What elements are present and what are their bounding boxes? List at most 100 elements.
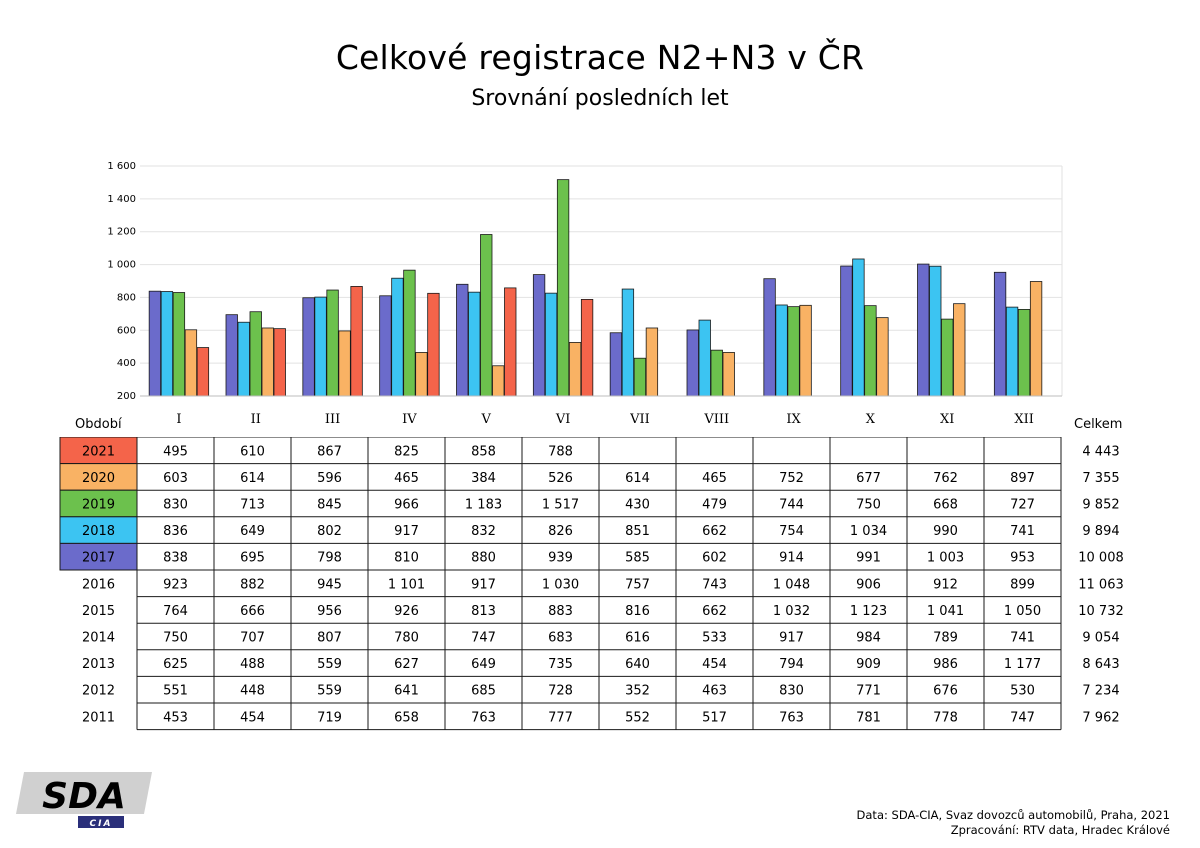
y-tick-label: 400 <box>117 358 136 369</box>
bar-2019-VI <box>556 179 570 397</box>
table-cell: 495 <box>163 444 188 459</box>
table-cell: 602 <box>702 551 727 566</box>
table-cell: 956 <box>317 604 342 619</box>
table-cell: 858 <box>471 444 496 459</box>
y-tick-label: 600 <box>117 325 136 336</box>
table-cell: 747 <box>471 631 496 646</box>
table-cell: 610 <box>240 444 265 459</box>
table-cell: 780 <box>394 631 419 646</box>
table-cell: 986 <box>933 657 958 672</box>
table-cell: 1 123 <box>850 604 887 619</box>
bar-2019-XII <box>1017 309 1031 397</box>
table-cell: 752 <box>779 471 804 486</box>
bar-2017-III <box>302 297 315 397</box>
bar-2020-V <box>492 365 505 397</box>
table-cell: 649 <box>471 657 496 672</box>
table-cell: 816 <box>625 604 650 619</box>
table-cell: 662 <box>702 524 727 539</box>
logo-sub-text: CIA <box>90 819 113 828</box>
table-cell: 683 <box>548 631 573 646</box>
row-year-label: 2020 <box>82 471 115 486</box>
data-table: 2021 495 610 867 825 858 788 4 443 2020 603 614 596… <box>59 437 1124 731</box>
bar-2017-IV <box>379 295 392 397</box>
year-swatch-2020 <box>59 463 138 491</box>
table-cell: 719 <box>317 710 342 725</box>
y-tick-label: 1 000 <box>107 260 136 271</box>
bar-2017-V <box>456 283 469 397</box>
table-cell: 897 <box>1010 471 1035 486</box>
bar-2018-X <box>852 258 865 397</box>
bar-2020-X <box>876 317 889 397</box>
year-swatch-2017 <box>59 542 138 571</box>
bar-2018-I <box>160 291 174 397</box>
row-total: 7 234 <box>1082 684 1119 699</box>
x-tick-label: IX <box>786 412 801 427</box>
table-cell: 741 <box>1010 524 1035 539</box>
table-cell: 867 <box>317 444 342 459</box>
row-total: 4 443 <box>1082 444 1119 459</box>
table-cell: 909 <box>856 657 881 672</box>
bar-2020-III <box>338 330 351 397</box>
table-cell: 728 <box>548 684 573 699</box>
y-tick-label: 1 200 <box>107 227 136 238</box>
row-year-label: 2012 <box>82 684 115 699</box>
chart-subtitle: Srovnání posledních let <box>471 86 729 111</box>
bar-2019-III <box>326 289 339 397</box>
bar-2021-IV <box>427 292 440 397</box>
table-cell: 838 <box>163 551 188 566</box>
x-tick-label: II <box>251 412 261 427</box>
bar-2017-X <box>840 265 853 397</box>
bar-2018-IV <box>391 277 404 397</box>
table-cell: 917 <box>394 524 419 539</box>
table-cell: 1 032 <box>773 604 810 619</box>
table-cell: 826 <box>548 524 573 539</box>
table-cell: 939 <box>548 551 573 566</box>
table-cell: 530 <box>1010 684 1035 699</box>
table-cell: 845 <box>317 498 342 513</box>
table-cell: 923 <box>163 577 188 592</box>
x-tick-label: III <box>325 412 340 427</box>
table-cell: 627 <box>394 657 419 672</box>
row-total: 8 643 <box>1082 657 1119 672</box>
sda-cia-logo: SDA CIA <box>16 772 152 828</box>
table-cell: 789 <box>933 631 958 646</box>
table-cell: 1 034 <box>850 524 887 539</box>
row-year-label: 2018 <box>82 524 115 539</box>
table-cell: 810 <box>394 551 419 566</box>
table-cell: 917 <box>471 577 496 592</box>
table-cell: 953 <box>1010 551 1035 566</box>
bar-2018-XI <box>929 265 942 397</box>
table-cell: 883 <box>548 604 573 619</box>
table-cell: 830 <box>779 684 804 699</box>
table-cell: 763 <box>779 710 804 725</box>
table-cell: 676 <box>933 684 958 699</box>
chart-title: Celkové registrace N2+N3 v ČR <box>335 38 865 77</box>
source-note: Data: SDA-CIA, Svaz dovozců automobilů, … <box>856 808 1170 822</box>
table-cell: 750 <box>163 631 188 646</box>
row-total: 9 894 <box>1082 524 1119 539</box>
table-cell: 1 030 <box>542 577 579 592</box>
row-total: 7 355 <box>1082 471 1119 486</box>
table-cell: 488 <box>240 657 265 672</box>
bar-2018-IX <box>775 304 788 397</box>
table-cell: 695 <box>240 551 265 566</box>
bar-2019-VII <box>633 357 647 397</box>
table-cell: 735 <box>548 657 573 672</box>
table-cell: 781 <box>856 710 881 725</box>
table-cell: 945 <box>317 577 342 592</box>
bar-2017-VI <box>532 274 546 397</box>
table-cell: 798 <box>317 551 342 566</box>
table-cell: 757 <box>625 577 650 592</box>
table-cell: 912 <box>933 577 958 592</box>
table-cell: 727 <box>1010 498 1035 513</box>
table-cell: 685 <box>471 684 496 699</box>
table-cell: 479 <box>702 498 727 513</box>
bar-2018-XII <box>1005 306 1019 397</box>
bar-2020-VII <box>645 327 659 397</box>
table-cell: 917 <box>779 631 804 646</box>
table-cell: 552 <box>625 710 650 725</box>
table-cell: 463 <box>702 684 727 699</box>
table-cell: 813 <box>471 604 496 619</box>
table-cell: 771 <box>856 684 881 699</box>
